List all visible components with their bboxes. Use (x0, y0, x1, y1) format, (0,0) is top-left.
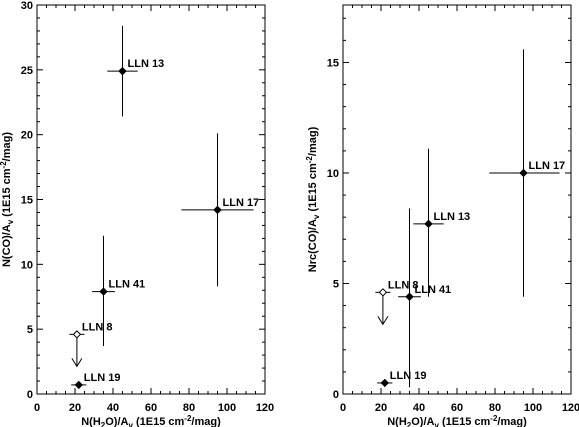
diamond-marker (118, 66, 127, 76)
x-tick-label: 100 (524, 402, 542, 414)
y-tick-label: 30 (21, 0, 33, 12)
diamond-marker (380, 378, 390, 388)
x-tick-label: 0 (34, 402, 40, 414)
y-tick-label: 10 (327, 168, 339, 180)
x-tick-label: 20 (375, 402, 387, 414)
data-point: LLN 19 (71, 372, 121, 390)
diamond-marker (519, 168, 528, 178)
x-tick-label: 120 (562, 402, 579, 414)
x-tick-label: 40 (107, 402, 119, 414)
y-tick-label: 15 (327, 57, 339, 69)
y-tick-label: 0 (333, 389, 339, 401)
y-axis-label: N(CO)/Av (1E15 cm-2/mag) (0, 132, 15, 267)
point-label: LLN 8 (82, 321, 113, 333)
data-point: LLN 13 (107, 25, 165, 117)
data-point: LLN 8 (69, 321, 113, 368)
data-point: LLN 8 (375, 279, 419, 326)
diamond-marker (378, 288, 388, 297)
diamond-marker (405, 292, 414, 301)
x-axis-label: N(H2O)/Av (1E15 cm-2/mag) (387, 414, 527, 427)
x-tick-label: 120 (256, 402, 274, 414)
y-tick-label: 25 (21, 65, 33, 77)
x-tick-label: 40 (413, 402, 425, 414)
y-tick-label: 15 (21, 195, 33, 207)
x-tick-label: 60 (451, 402, 463, 414)
x-tick-label: 100 (218, 402, 236, 414)
point-label: LLN 19 (84, 372, 121, 384)
x-tick-label: 80 (489, 402, 501, 414)
y-tick-label: 5 (27, 324, 33, 336)
data-point: LLN 41 (398, 208, 452, 388)
x-tick-label: 20 (69, 402, 81, 414)
y-tick-label: 10 (21, 259, 33, 271)
point-label: LLN 19 (390, 370, 427, 382)
upper-limit-arrowhead (71, 358, 83, 368)
x-axis-label: N(H2O)/Av (1E15 cm-2/mag) (81, 414, 221, 427)
point-label: LLN 41 (415, 284, 452, 296)
point-label: LLN 13 (434, 211, 471, 223)
diamond-marker (72, 330, 82, 339)
plot-frame (342, 4, 572, 395)
diamond-marker (74, 380, 84, 390)
x-tick-label: 80 (183, 402, 195, 414)
x-tick-label: 0 (340, 402, 346, 414)
data-point: LLN 13 (413, 148, 471, 297)
y-tick-label: 0 (27, 389, 33, 401)
point-label: LLN 17 (223, 197, 260, 209)
y-axis-label: Nrc(CO)/Av (1E15 cm-2/mag) (305, 126, 321, 272)
diamond-marker (424, 219, 433, 229)
x-tick-label: 60 (145, 402, 157, 414)
point-label: LLN 17 (529, 160, 566, 172)
data-point: LLN 41 (92, 235, 146, 347)
data-point: LLN 17 (181, 133, 260, 287)
right-panel: 0 20 40 60 80 100 120 0 5 10 15 N(H2O)/Av (1E15 cm-… (305, 4, 579, 427)
y-tick-label: 20 (21, 130, 33, 142)
point-label: LLN 41 (109, 279, 146, 291)
left-panel: 0 20 40 60 80 100 120 0 5 10 15 20 25 30 N(H2O)/Av (1E… (0, 0, 274, 427)
diamond-marker (213, 205, 222, 215)
y-tick-label: 5 (333, 278, 339, 290)
upper-limit-arrowhead (377, 316, 389, 326)
data-point: LLN 19 (377, 370, 427, 388)
data-point: LLN 17 (489, 49, 565, 297)
point-label: LLN 13 (128, 58, 165, 70)
point-label: LLN 8 (388, 279, 419, 291)
diamond-marker (99, 287, 108, 296)
